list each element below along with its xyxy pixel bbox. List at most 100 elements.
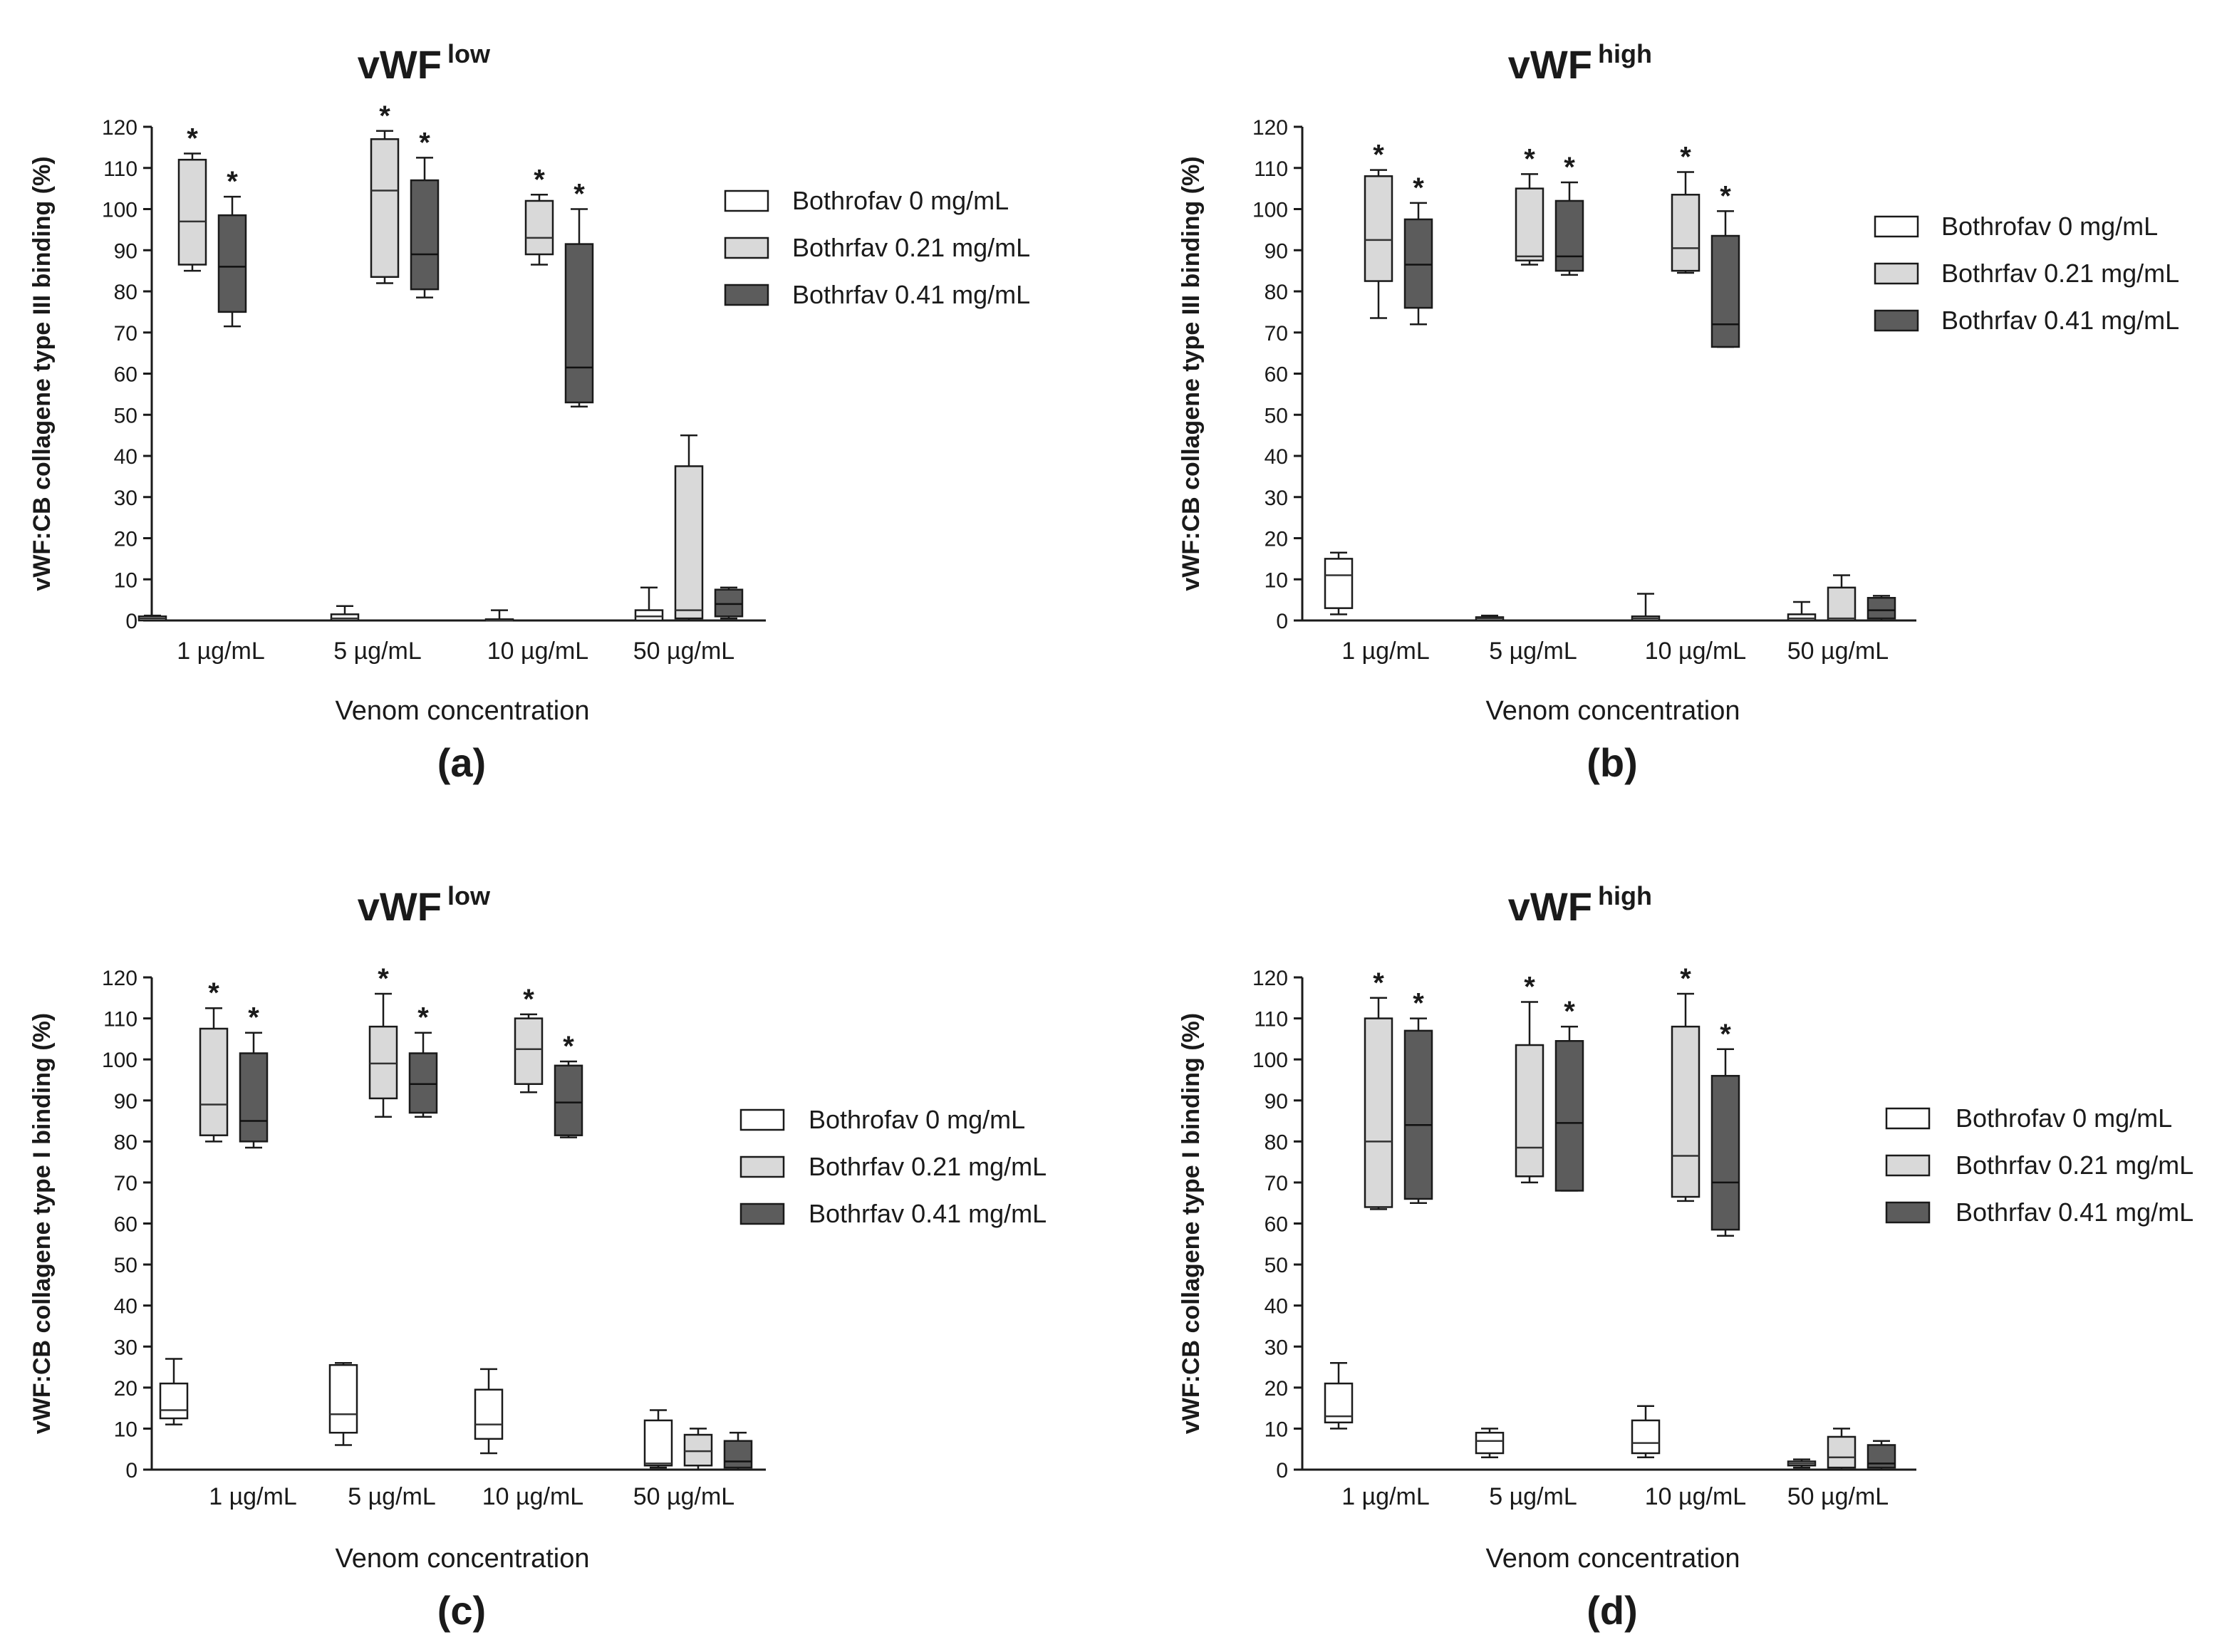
y-tick-label: 70 <box>1265 322 1288 346</box>
x-category-label: 1 µg/mL <box>209 1483 297 1510</box>
y-tick-label: 10 <box>114 1418 137 1441</box>
box-bothrfav-0-41-mg-ml <box>1866 1440 1896 1471</box>
box-iqr <box>1554 199 1584 272</box>
x-category-label: 10 µg/mL <box>487 638 588 665</box>
panel-label: (c) <box>437 1588 486 1633</box>
significance-star: * <box>227 166 238 197</box>
y-axis-label: vWF:CB collagene type I binding (%) <box>28 1013 56 1434</box>
legend-label: Bothrfav 0.21 mg/mL <box>1941 259 2179 288</box>
box-iqr <box>474 1388 504 1440</box>
y-tick-label: 70 <box>114 1172 137 1195</box>
box-iqr <box>1787 613 1817 622</box>
box-bothrfav-0-41-mg-ml: * <box>1710 180 1740 348</box>
y-tick-label: 20 <box>114 528 137 551</box>
box-bothrfav-0-41-mg-ml: * <box>1710 1019 1740 1237</box>
y-tick-label: 50 <box>1265 1254 1288 1277</box>
box-bothrfav-0-21-mg-ml <box>1827 1428 1857 1471</box>
box-bothrofav-0-mg-ml <box>484 609 514 622</box>
box-iqr <box>1403 218 1433 309</box>
x-category-label: 5 µg/mL <box>333 638 422 665</box>
box-bothrfav-0-41-mg-ml: * <box>564 179 594 407</box>
box-iqr <box>1554 1040 1584 1192</box>
box-bothrfav-0-21-mg-ml: * <box>177 123 207 272</box>
box-bothrofav-0-mg-ml <box>1324 551 1354 615</box>
y-tick-label: 70 <box>1265 1172 1288 1195</box>
box-iqr <box>159 1382 189 1420</box>
box-bothrfav-0-21-mg-ml <box>683 1428 713 1471</box>
legend-swatch <box>1885 1201 1931 1224</box>
box-iqr <box>370 138 400 279</box>
legend-swatch <box>1885 1107 1931 1130</box>
box-bothrfav-0-41-mg-ml: * <box>217 166 247 328</box>
box-iqr <box>239 1052 269 1143</box>
y-tick-label: 90 <box>114 1090 137 1113</box>
box-bothrfav-0-41-mg-ml: * <box>239 1002 269 1149</box>
x-axis-label: Venom concentration <box>1485 696 1740 726</box>
legend-swatch <box>724 284 769 306</box>
y-tick-label: 100 <box>102 1049 137 1072</box>
y-axis-label: vWF:CB collagene type III binding (%) <box>1178 156 1205 591</box>
legend-swatch <box>724 237 769 259</box>
y-tick-label: 100 <box>102 199 137 222</box>
box-bothrofav-0-mg-ml <box>328 1362 358 1446</box>
y-tick-label: 40 <box>1265 1295 1288 1319</box>
y-tick-label: 10 <box>1265 1418 1288 1441</box>
panel-c: vWF low 0 10 20 30 40 50 60 70 80 90 100 110 120 vWF:CB… <box>28 881 1047 1633</box>
box-iqr <box>1827 1435 1857 1469</box>
y-tick-label: 70 <box>114 322 137 346</box>
box-iqr <box>683 1433 713 1467</box>
panel-label: (d) <box>1587 1588 1638 1633</box>
box-bothrofav-0-mg-ml <box>1787 1458 1817 1469</box>
box-iqr <box>1364 175 1393 282</box>
x-category-label: 1 µg/mL <box>177 638 265 665</box>
box-iqr <box>217 214 247 313</box>
y-tick-label: 60 <box>114 363 137 387</box>
x-axis-label: Venom concentration <box>335 696 589 726</box>
x-category-label: 1 µg/mL <box>1341 638 1430 665</box>
y-tick-label: 110 <box>103 157 137 181</box>
legend-swatch <box>1885 1154 1931 1177</box>
legend-label: Bothrofav 0 mg/mL <box>1941 212 2158 241</box>
significance-star: * <box>573 179 585 210</box>
box-bothrfav-0-41-mg-ml <box>714 586 744 620</box>
y-tick-label: 40 <box>114 445 137 469</box>
y-tick-label: 0 <box>1276 610 1288 633</box>
x-category-label: 10 µg/mL <box>1645 638 1746 665</box>
chart-title: vWF <box>358 42 442 87</box>
y-tick-label: 10 <box>114 568 137 592</box>
x-category-label: 50 µg/mL <box>1787 638 1889 665</box>
panel-label: (a) <box>437 740 486 785</box>
box-bothrofav-0-mg-ml <box>1631 593 1661 622</box>
box-bothrofav-0-mg-ml <box>634 586 664 622</box>
box-iqr <box>564 243 594 404</box>
significance-star: * <box>248 1002 259 1034</box>
y-tick-label: 30 <box>1265 487 1288 510</box>
legend-swatch <box>724 189 769 212</box>
legend-label: Bothrfav 0.21 mg/mL <box>1956 1150 2193 1180</box>
box-iqr <box>1827 586 1857 622</box>
y-tick-label: 120 <box>1252 967 1288 990</box>
panel-d: vWF high 0 10 20 30 40 50 60 70 80 90 100 110 120 vWF:C… <box>1178 881 2193 1633</box>
y-tick-label: 10 <box>1265 568 1288 592</box>
significance-star: * <box>1680 963 1691 994</box>
box-bothrfav-0-21-mg-ml: * <box>368 963 398 1118</box>
legend-swatch <box>739 1155 785 1178</box>
box-bothrfav-0-21-mg-ml: * <box>1671 963 1701 1202</box>
y-tick-label: 50 <box>1265 404 1288 427</box>
y-tick-label: 80 <box>1265 1131 1288 1154</box>
box-bothrfav-0-41-mg-ml: * <box>408 1002 438 1118</box>
x-axis-label: Venom concentration <box>1485 1544 1740 1574</box>
y-tick-label: 60 <box>1265 363 1288 387</box>
box-bothrofav-0-mg-ml <box>1475 614 1505 622</box>
y-tick-label: 0 <box>125 1459 137 1482</box>
chart-title: vWF <box>1508 884 1592 929</box>
significance-star: * <box>378 963 389 994</box>
chart-title: vWF <box>358 884 442 929</box>
y-tick-label: 30 <box>1265 1336 1288 1359</box>
box-bothrfav-0-21-mg-ml: * <box>370 100 400 284</box>
box-bothrofav-0-mg-ml <box>1787 601 1817 622</box>
legend-label: Bothrfav 0.41 mg/mL <box>809 1199 1047 1228</box>
box-iqr <box>514 1017 544 1085</box>
panel-label: (b) <box>1587 740 1638 785</box>
y-tick-label: 0 <box>125 610 137 633</box>
